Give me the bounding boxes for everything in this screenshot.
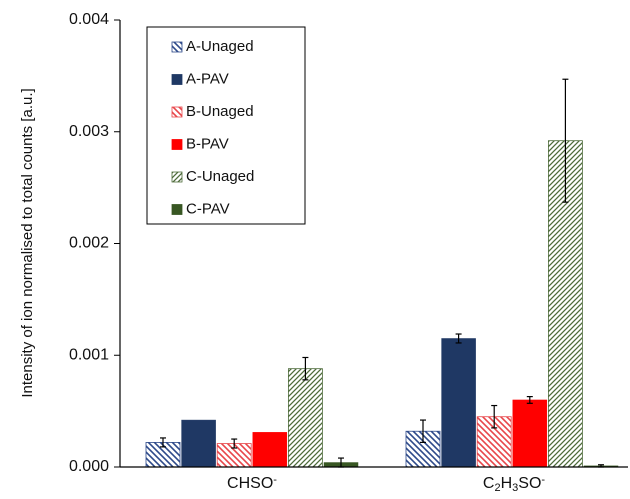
bar-b-pav-2 xyxy=(512,399,548,468)
category-label: CHSO- xyxy=(227,474,277,492)
y-axis: 0.000 0.001 0.002 0.003 0.004 xyxy=(69,11,120,475)
legend-swatch-b-pav xyxy=(171,139,183,150)
x-axis-categories: CHSO- C2H3SO- xyxy=(227,474,545,494)
legend-label: B-PAV xyxy=(186,135,229,152)
y-tick-label: 0.004 xyxy=(69,11,109,28)
legend-swatch-c-unaged xyxy=(171,171,183,183)
y-tick-label: 0.002 xyxy=(69,235,109,252)
bar-a-pav-1 xyxy=(181,419,216,468)
y-axis-title: Intensity of ion normalised to total cou… xyxy=(19,88,36,397)
legend-swatch-c-pav xyxy=(171,204,183,215)
legend-swatch-a-unaged xyxy=(171,41,183,53)
legend-label: C-Unaged xyxy=(186,168,254,185)
bar-c-unaged-1 xyxy=(287,368,323,468)
bar-a-pav-2 xyxy=(441,338,476,468)
y-tick-label: 0.003 xyxy=(69,123,109,140)
bars xyxy=(145,140,619,468)
y-tick-label: 0.001 xyxy=(69,346,109,363)
error-bars xyxy=(160,78,604,468)
bar-b-pav-1 xyxy=(252,432,288,468)
category-label: C2H3SO- xyxy=(483,474,546,494)
legend-box xyxy=(146,26,306,225)
legend: A-Unaged A-PAV B-Unaged B-PAV C-Unaged C-PAV xyxy=(146,26,306,225)
y-tick-label: 0.000 xyxy=(69,458,109,475)
legend-label: C-PAV xyxy=(186,200,230,217)
legend-label: A-Unaged xyxy=(186,38,254,55)
legend-label: A-PAV xyxy=(186,70,229,87)
legend-swatch-a-pav xyxy=(171,74,183,85)
legend-swatch-b-unaged xyxy=(171,106,183,118)
axes xyxy=(119,20,628,468)
legend-label: B-Unaged xyxy=(186,103,254,120)
